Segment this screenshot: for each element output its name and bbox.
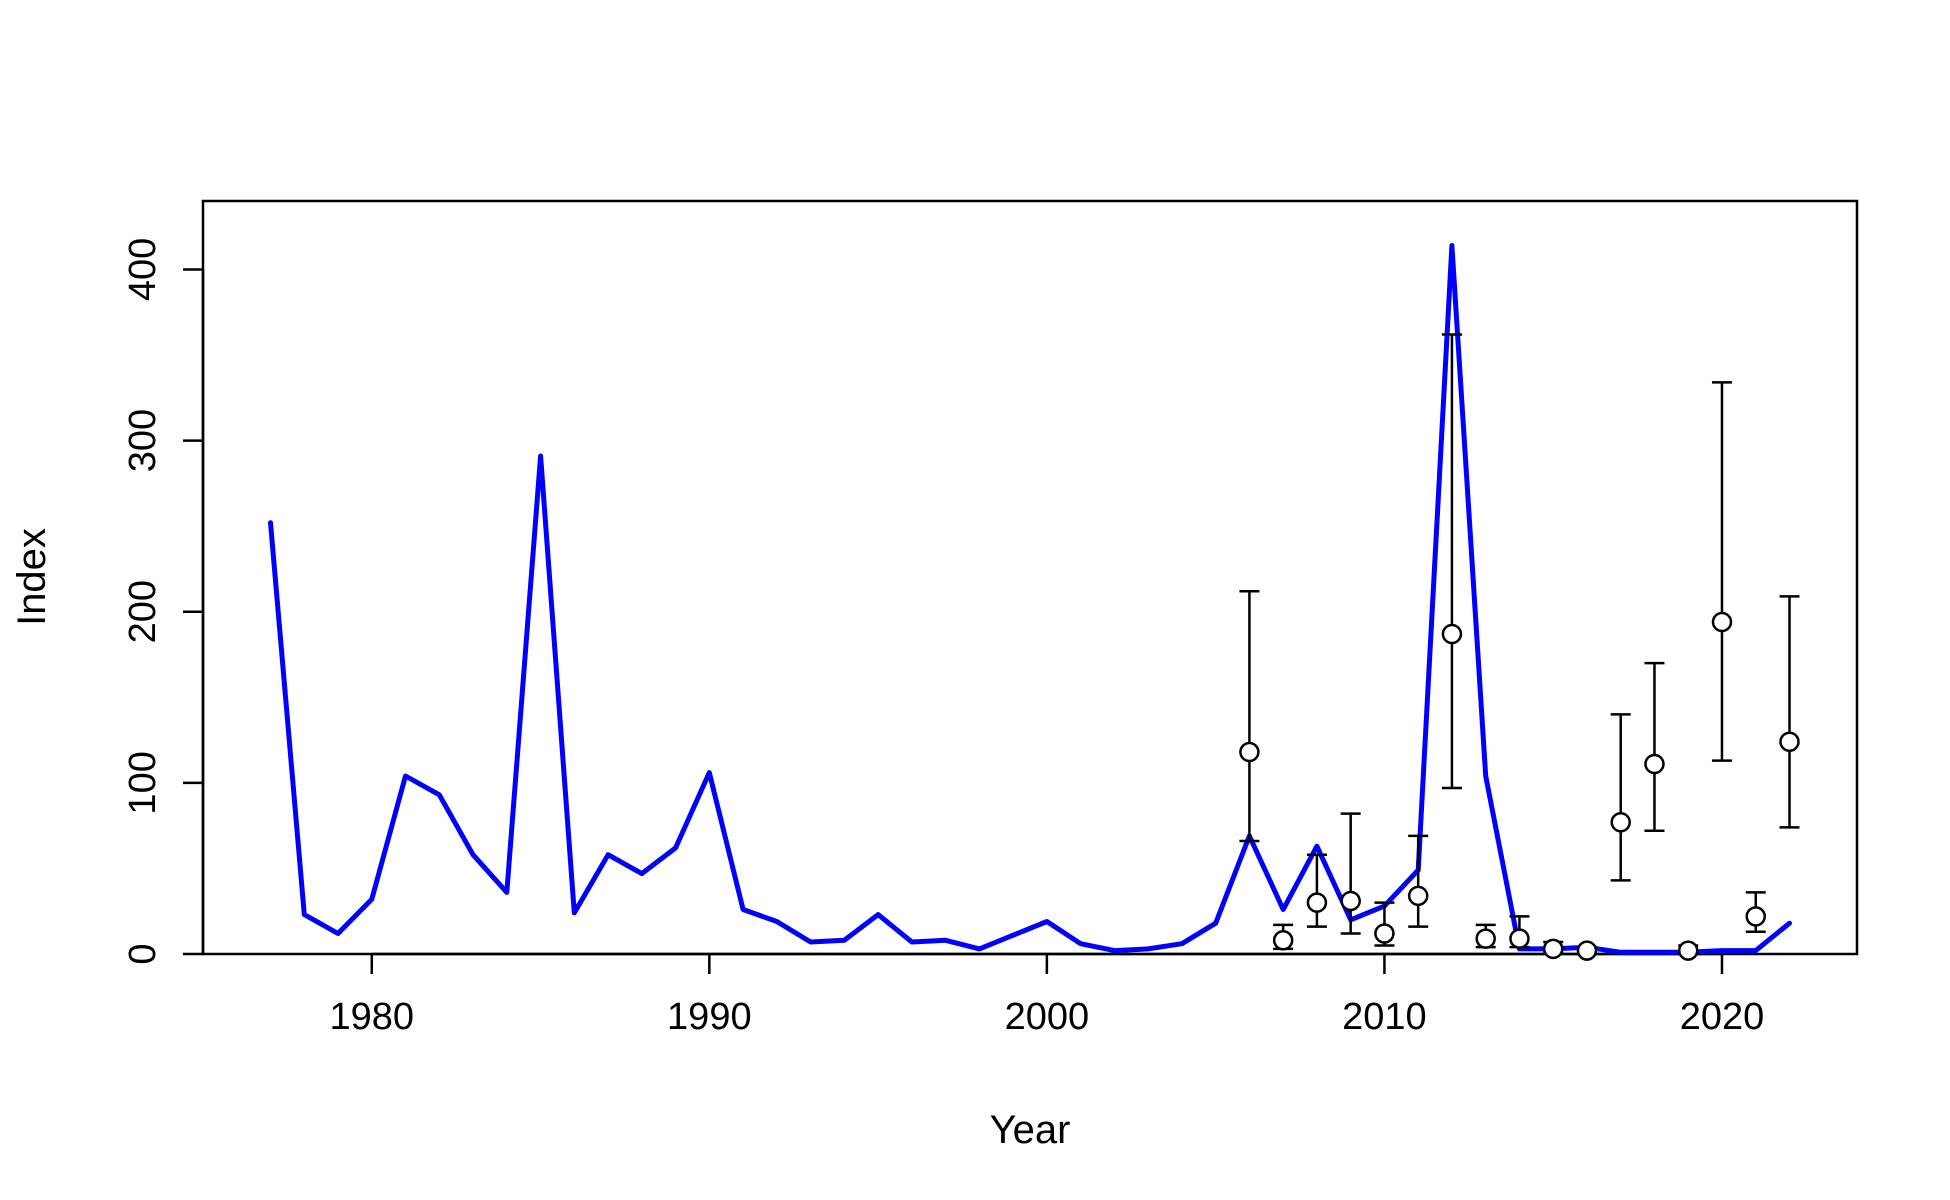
x-tick-label: 1980 bbox=[330, 996, 415, 1038]
observed-point bbox=[1711, 611, 1733, 633]
observed-point bbox=[1272, 930, 1294, 951]
points-layer bbox=[1239, 333, 1800, 961]
observed-point bbox=[1576, 940, 1598, 961]
observed-point bbox=[1644, 753, 1665, 775]
x-tick-label: 2000 bbox=[1005, 996, 1090, 1038]
observed-point bbox=[1340, 890, 1361, 912]
y-axis: 0 100 200 300 400 bbox=[122, 238, 205, 965]
observed-point bbox=[1306, 892, 1328, 913]
y-tick-label: 300 bbox=[122, 409, 164, 472]
observed-point bbox=[1239, 741, 1260, 763]
y-tick-label: 200 bbox=[122, 580, 164, 643]
series-layer bbox=[268, 243, 1792, 955]
x-tick-label: 1990 bbox=[667, 996, 752, 1038]
x-tick-label: 2020 bbox=[1680, 996, 1765, 1038]
model-fit-line bbox=[268, 243, 1792, 955]
observed-point bbox=[1475, 928, 1496, 949]
observed-point bbox=[1441, 623, 1463, 645]
x-axis: 1980 1990 2000 2010 2020 bbox=[330, 952, 1765, 1038]
observed-point bbox=[1779, 731, 1800, 753]
y-tick-label: 400 bbox=[122, 238, 164, 301]
observed-point bbox=[1407, 885, 1429, 907]
observed-point bbox=[1610, 811, 1631, 833]
x-axis-title: Year bbox=[990, 1108, 1071, 1152]
observed-point bbox=[1677, 940, 1699, 961]
plot-frame bbox=[201, 199, 1859, 956]
y-axis-title: Index bbox=[10, 528, 54, 626]
observed-point bbox=[1374, 923, 1395, 944]
y-tick-label: 0 bbox=[122, 943, 164, 964]
observed-point bbox=[1509, 928, 1530, 949]
x-tick-label: 2010 bbox=[1342, 996, 1427, 1038]
observed-point bbox=[1542, 938, 1564, 960]
y-tick-label: 100 bbox=[122, 751, 164, 814]
observed-point bbox=[1745, 906, 1766, 927]
